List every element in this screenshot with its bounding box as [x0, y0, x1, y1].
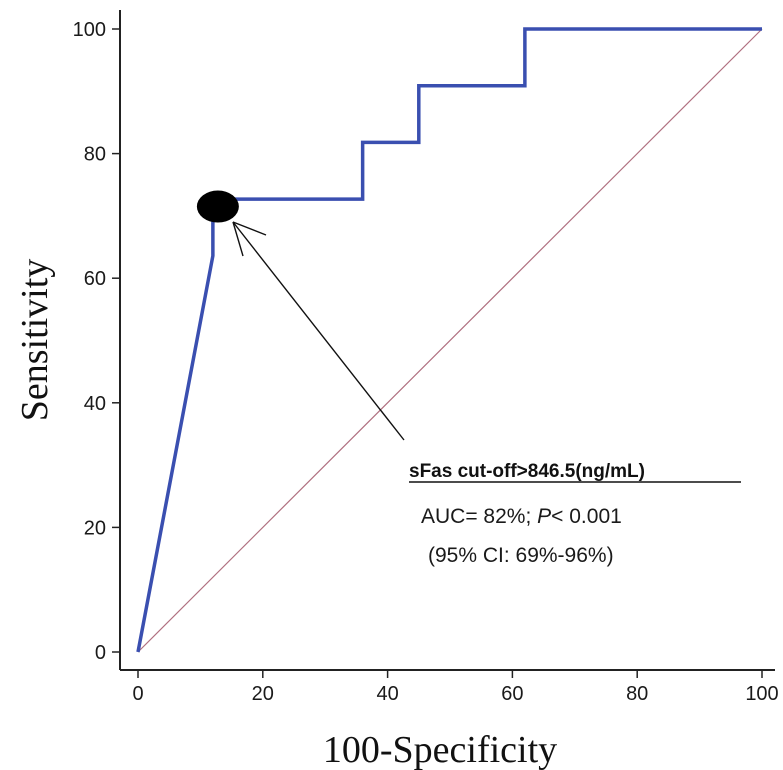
annotation-ci-text: (95% CI: 69%-96%) — [428, 544, 614, 567]
y-tick-label: 40 — [84, 393, 106, 415]
y-tick-label: 20 — [84, 517, 106, 539]
p-italic-text: P — [537, 505, 551, 528]
x-tick-label: 40 — [376, 683, 398, 705]
x-tick-label: 60 — [501, 683, 523, 705]
roc-curve-line — [136, 27, 762, 653]
annotation-auc-text: AUC= 82%; P< 0.001 — [421, 505, 622, 528]
annotation-arrow — [232, 221, 405, 441]
y-tick-label: 80 — [84, 144, 106, 166]
y-tick-label: 100 — [73, 19, 106, 41]
y-tick-label: 60 — [84, 268, 106, 290]
arrow-head-lower — [232, 221, 244, 257]
x-ticks: 0 20 40 60 80 100 — [132, 670, 779, 705]
axes — [119, 10, 775, 671]
annotation-title: sFas cut-off>846.5(ng/mL) — [409, 461, 645, 482]
x-axis-title: 100-Specificity — [323, 729, 557, 770]
x-tick-label: 20 — [252, 683, 274, 705]
y-tick-label: 0 — [95, 642, 106, 664]
x-tick-label: 80 — [626, 683, 648, 705]
arrow-shaft — [232, 221, 405, 441]
reference-diagonal-line — [137, 28, 763, 653]
arrow-head-upper — [232, 221, 267, 236]
x-tick-label: 100 — [745, 683, 778, 705]
cutoff-point-marker — [196, 190, 239, 223]
auc-value-text: AUC= 82%; — [421, 505, 537, 528]
y-axis-title: Sensitivity — [14, 259, 56, 422]
x-tick-label: 0 — [132, 683, 143, 705]
y-ticks: 0 20 40 60 80 100 — [73, 19, 120, 664]
p-value-text: < 0.001 — [551, 505, 622, 528]
